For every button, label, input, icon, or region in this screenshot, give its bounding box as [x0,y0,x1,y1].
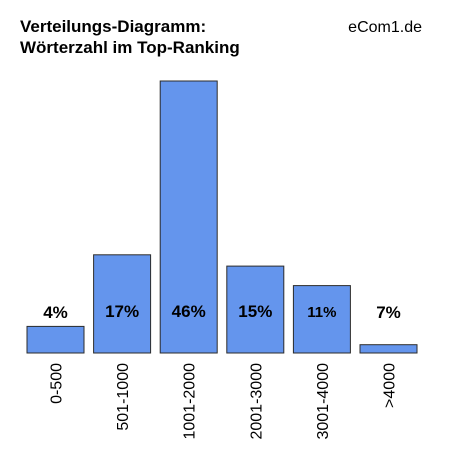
chart-title: Verteilungs-Diagramm: Wörterzahl im Top-… [20,16,240,58]
category-label-6: >4000 [382,363,399,408]
bar-4 [226,265,285,354]
data-label-4: 15% [238,302,272,321]
category-label-1: 0-500 [49,363,66,404]
data-label-1: 4% [43,303,68,322]
data-label-3: 46% [172,302,206,321]
data-label-6: 7% [376,303,401,322]
bar-3 [159,80,218,354]
category-label-5: 3001-4000 [315,363,332,440]
bar-5 [292,285,351,354]
chart-title-line-2: Wörterzahl im Top-Ranking [20,38,240,57]
bar-6 [359,344,418,354]
bar-1 [26,325,85,354]
chart-title-line-1: Verteilungs-Diagramm: [20,17,207,36]
data-label-5: 11% [307,304,336,321]
brand-label: eCom1.de [348,19,422,36]
bar-2 [93,254,152,354]
category-label-3: 1001-2000 [182,363,199,440]
category-label-2: 501-1000 [115,363,132,431]
category-label-4: 2001-3000 [248,363,265,440]
data-label-2: 17% [105,302,139,321]
